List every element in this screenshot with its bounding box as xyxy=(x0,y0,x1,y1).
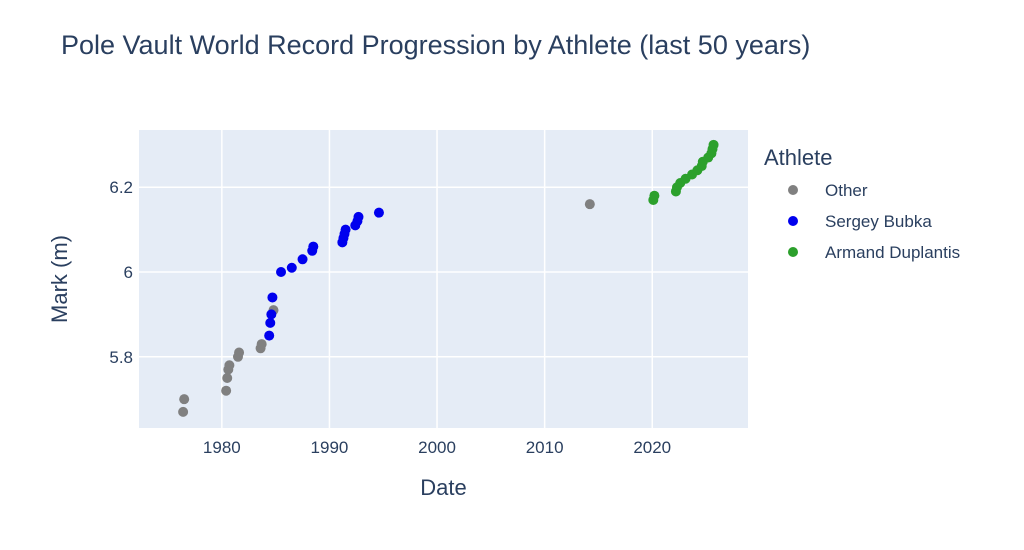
x-tick-label: 2000 xyxy=(418,438,456,457)
data-point xyxy=(297,254,308,265)
legend-marker xyxy=(788,216,798,226)
x-tick-label: 1980 xyxy=(203,438,241,457)
data-point xyxy=(308,241,319,252)
data-point xyxy=(584,199,595,210)
legend: Athlete Other Sergey Bubka Armand Duplanti… xyxy=(764,145,960,262)
data-point xyxy=(267,292,278,303)
y-tick-label: 6.2 xyxy=(109,178,133,197)
x-axis-ticks: 1980 1990 2000 2010 2020 xyxy=(203,438,671,457)
data-point xyxy=(234,347,245,358)
data-point xyxy=(265,317,276,328)
data-point xyxy=(178,406,189,417)
x-axis-title: Date xyxy=(420,475,466,500)
y-axis-title: Mark (m) xyxy=(47,235,72,323)
data-point xyxy=(179,394,190,405)
legend-marker xyxy=(788,185,798,195)
y-tick-label: 6 xyxy=(124,263,133,282)
data-point xyxy=(221,385,232,396)
y-tick-label: 5.8 xyxy=(109,348,133,367)
data-point xyxy=(373,207,384,218)
x-tick-label: 2010 xyxy=(526,438,564,457)
data-point xyxy=(340,224,351,235)
data-point xyxy=(222,372,233,383)
data-point xyxy=(708,139,719,150)
legend-title: Athlete xyxy=(764,145,833,170)
y-axis-ticks: 5.8 6 6.2 xyxy=(109,178,133,367)
grid-lines xyxy=(139,130,748,428)
legend-marker xyxy=(788,247,798,257)
data-point xyxy=(276,267,287,278)
x-tick-label: 2020 xyxy=(633,438,671,457)
data-points xyxy=(178,139,719,417)
x-tick-label: 1990 xyxy=(311,438,349,457)
data-point xyxy=(649,190,660,201)
legend-label: Sergey Bubka xyxy=(825,212,932,231)
chart-title: Pole Vault World Record Progression by A… xyxy=(61,30,811,60)
data-point xyxy=(266,309,277,320)
data-point xyxy=(224,360,235,371)
data-point xyxy=(286,262,297,273)
legend-label: Other xyxy=(825,181,868,200)
data-point xyxy=(264,330,275,341)
data-point xyxy=(353,211,364,222)
data-point xyxy=(256,339,267,350)
plot-area xyxy=(139,130,748,428)
legend-label: Armand Duplantis xyxy=(825,243,960,262)
